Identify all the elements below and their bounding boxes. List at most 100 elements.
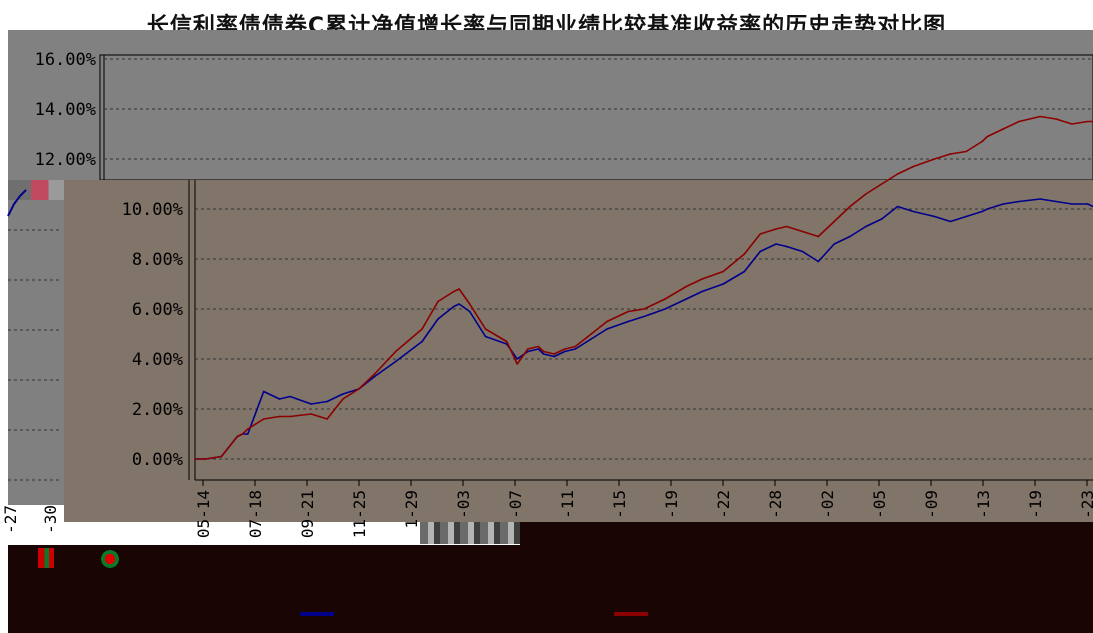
data-point-fund bbox=[801, 250, 804, 253]
data-point-benchmark bbox=[421, 328, 423, 330]
data-point-fund bbox=[394, 360, 397, 363]
data-point-benchmark bbox=[1018, 120, 1020, 123]
data-point-fund bbox=[516, 358, 518, 360]
dark-band-top bbox=[520, 522, 1093, 545]
data-point-benchmark bbox=[981, 140, 983, 143]
data-point-benchmark bbox=[759, 233, 761, 235]
dark-band bbox=[8, 545, 1093, 633]
upper-panel-bg bbox=[8, 30, 1093, 180]
data-point-benchmark bbox=[880, 183, 883, 185]
data-point-benchmark bbox=[516, 363, 518, 365]
x-tick-label: -03 bbox=[454, 490, 473, 519]
legend-swatch-fund bbox=[300, 612, 334, 616]
data-point-benchmark bbox=[912, 165, 915, 168]
data-point-fund bbox=[342, 393, 344, 395]
legend-swatch-benchmark bbox=[614, 612, 648, 616]
data-point-benchmark bbox=[1039, 115, 1041, 118]
data-point-benchmark bbox=[965, 150, 967, 153]
data-point-fund bbox=[1086, 203, 1089, 205]
data-point-benchmark bbox=[849, 205, 851, 208]
legend bbox=[300, 612, 648, 616]
data-point-fund bbox=[896, 205, 899, 208]
data-point-benchmark bbox=[801, 230, 804, 233]
data-point-fund bbox=[453, 305, 455, 308]
data-point-fund bbox=[458, 303, 460, 305]
data-point-fund bbox=[289, 395, 291, 398]
x-tick-label: 09-21 bbox=[298, 490, 317, 538]
x-tick-label: 11-25 bbox=[350, 490, 369, 538]
y-tick-label: 14.00% bbox=[35, 100, 96, 120]
data-point-fund bbox=[759, 250, 761, 253]
data-point-benchmark bbox=[933, 158, 936, 160]
x-tick-label: -28 bbox=[766, 490, 785, 519]
data-point-benchmark bbox=[949, 153, 952, 155]
y-tick-label: 10.00% bbox=[122, 200, 183, 220]
data-point-benchmark bbox=[453, 290, 455, 293]
data-point-fund bbox=[965, 215, 967, 218]
data-point-fund bbox=[373, 375, 376, 378]
data-point-benchmark bbox=[289, 415, 291, 418]
data-point-benchmark bbox=[278, 415, 281, 418]
data-point-benchmark bbox=[1086, 120, 1089, 123]
data-point-fund bbox=[1039, 198, 1041, 200]
data-point-fund bbox=[606, 328, 608, 330]
data-point-fund bbox=[574, 348, 577, 350]
data-point-fund bbox=[564, 350, 566, 353]
data-point-benchmark bbox=[262, 418, 265, 420]
data-point-fund bbox=[1055, 200, 1057, 203]
data-point-fund bbox=[949, 220, 952, 223]
y-tick-label: 2.00% bbox=[132, 400, 183, 420]
data-point-fund bbox=[537, 348, 540, 350]
data-point-benchmark bbox=[247, 428, 249, 430]
data-point-benchmark bbox=[437, 300, 439, 303]
data-point-fund bbox=[527, 350, 529, 353]
data-point-fund bbox=[247, 433, 249, 435]
data-point-benchmark bbox=[537, 345, 540, 348]
y-tick-label: 4.00% bbox=[132, 350, 183, 370]
data-point-fund bbox=[1002, 203, 1004, 205]
data-point-fund bbox=[1018, 200, 1020, 203]
data-point-benchmark bbox=[627, 310, 629, 313]
data-point-fund bbox=[421, 340, 423, 343]
data-point-fund bbox=[986, 208, 989, 210]
data-point-benchmark bbox=[505, 340, 508, 343]
data-point-fund bbox=[590, 338, 592, 340]
data-point-fund bbox=[775, 243, 777, 245]
data-point-benchmark bbox=[220, 455, 223, 458]
data-point-fund bbox=[933, 215, 936, 218]
data-point-fund bbox=[865, 225, 867, 228]
y-tick-label: 8.00% bbox=[132, 250, 183, 270]
data-point-fund bbox=[262, 390, 265, 393]
data-point-benchmark bbox=[326, 418, 328, 420]
data-point-benchmark bbox=[468, 303, 471, 305]
data-point-benchmark bbox=[701, 278, 703, 280]
data-point-benchmark bbox=[458, 288, 460, 290]
data-point-benchmark bbox=[1055, 118, 1057, 120]
data-point-fund bbox=[981, 210, 983, 213]
data-point-fund bbox=[722, 283, 724, 285]
data-point-benchmark bbox=[358, 388, 360, 390]
data-point-fund bbox=[484, 335, 487, 338]
x-tick-label: -09 bbox=[922, 490, 941, 519]
x-tick-label: -05 bbox=[870, 490, 889, 519]
data-point-benchmark bbox=[1071, 123, 1073, 125]
main-panel: 0.00% 2.00% 4.00% 6.00% 8.00% 10.00% 05-14 07-1… bbox=[64, 115, 1093, 538]
y-tick-label: 16.00% bbox=[35, 50, 96, 70]
data-point-benchmark bbox=[590, 333, 592, 335]
data-point-fund bbox=[278, 398, 281, 400]
x-tick-label: -22 bbox=[714, 490, 733, 519]
data-point-benchmark bbox=[373, 373, 376, 375]
data-point-benchmark bbox=[833, 220, 835, 223]
data-point-fund bbox=[833, 243, 835, 245]
data-point-benchmark bbox=[722, 270, 724, 273]
data-point-benchmark bbox=[865, 193, 867, 195]
x-tick-label: 07-18 bbox=[246, 490, 265, 538]
left-panel-x-tick-label: -30 bbox=[41, 505, 60, 534]
data-point-fund bbox=[468, 310, 471, 313]
data-point-fund bbox=[743, 270, 746, 273]
x-tick-label: -19 bbox=[1026, 490, 1045, 519]
dark-band-mark-red-green bbox=[38, 548, 54, 568]
data-point-benchmark bbox=[743, 253, 746, 255]
data-point-benchmark bbox=[775, 228, 777, 230]
